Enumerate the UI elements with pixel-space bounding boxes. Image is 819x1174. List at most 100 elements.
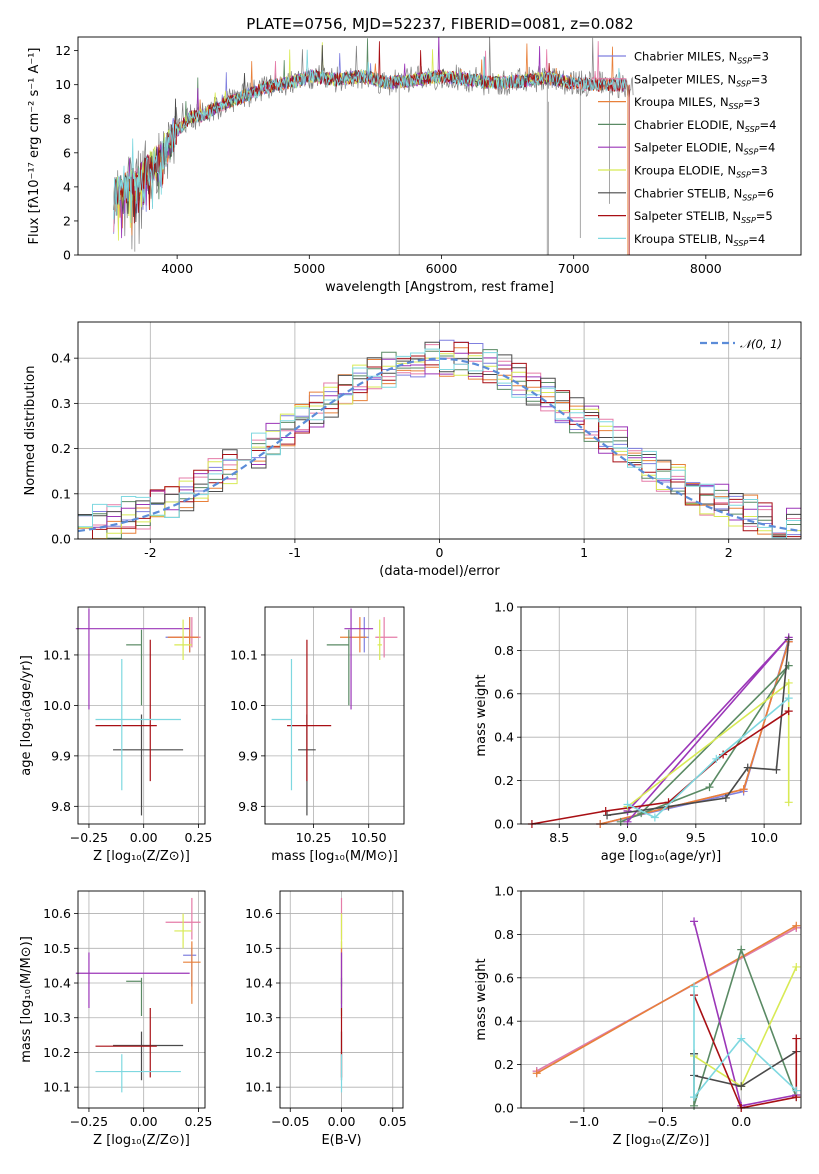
x-tick-label: 9.5	[686, 830, 706, 845]
weight-marker	[705, 783, 714, 792]
x-axis-label: (data-model)/error	[379, 564, 500, 579]
y-tick-label: 10.4	[245, 976, 273, 991]
weight-marker	[616, 817, 625, 826]
y-tick-label: 0.8	[494, 927, 514, 942]
legend-label-main: Salpeter STELIB, N	[634, 209, 741, 223]
y-tick-label: 0.4	[494, 730, 514, 745]
y-tick-label: 9.9	[238, 748, 258, 763]
y-tick-label: 0	[63, 248, 71, 263]
x-axis-label: Z [log₁₀(Z/Z⊙)]	[93, 1133, 190, 1148]
weight-marker	[792, 1034, 801, 1043]
weight-line	[536, 925, 797, 1074]
spectrum-plot	[113, 37, 634, 255]
legend-label: Kroupa ELODIE, NSSP=3	[634, 164, 768, 180]
x-tick-label: 2	[725, 545, 733, 560]
age_vs_mass-points	[271, 608, 398, 816]
legend-label: Chabrier MILES, NSSP=3	[634, 50, 769, 66]
x-axis-label: Z [log₁₀(Z/Z⊙)]	[93, 849, 190, 864]
x-tick-label: −0.05	[271, 1114, 309, 1129]
legend-label-sub: SSP	[736, 79, 751, 88]
gaussian-curve	[78, 357, 801, 533]
weight-marker	[532, 1069, 541, 1078]
legend-label: Kroupa STELIB, NSSP=4	[634, 232, 765, 248]
y-tick-label: 9.8	[51, 799, 71, 814]
x-axis-label: age [log₁₀(age/yr)]	[601, 849, 722, 864]
x-tick-label: −0.25	[70, 830, 108, 845]
legend-label: Kroupa MILES, NSSP=3	[634, 95, 760, 111]
y-tick-label: 10.1	[43, 1080, 71, 1095]
y-tick-label: 9.8	[238, 799, 258, 814]
x-tick-label: 0.00	[130, 830, 158, 845]
x-tick-label: 10.0	[750, 830, 778, 845]
legend-label-suffix: =3	[752, 50, 769, 64]
residual-histogram	[78, 341, 801, 539]
legend-label-suffix: =3	[751, 164, 768, 178]
age_vs_z-points	[75, 608, 201, 816]
weight-marker	[712, 754, 721, 763]
weight-line	[693, 986, 797, 1100]
x-tick-label: 6000	[426, 261, 458, 276]
legend-label-sub: SSP	[734, 239, 749, 248]
x-tick-label: 7000	[558, 261, 590, 276]
y-tick-label: 0.1	[51, 486, 71, 501]
y-tick-label: 0.2	[494, 773, 514, 788]
x-tick-label: 0.0	[731, 1114, 751, 1129]
legend-label: Salpeter STELIB, NSSP=5	[634, 209, 773, 225]
weight-marker	[739, 785, 748, 794]
residual-histogram	[78, 344, 801, 539]
y-tick-label: 0.4	[494, 1014, 514, 1029]
y-tick-label: 10.1	[43, 647, 71, 662]
x-tick-label: 0.25	[185, 830, 213, 845]
y-tick-label: 0.4	[51, 351, 71, 366]
y-tick-label: 10.0	[230, 698, 258, 713]
weight-line	[693, 966, 798, 1088]
y-tick-label: 1.0	[494, 600, 514, 615]
spectrum-line	[113, 37, 634, 255]
residual-histogram	[78, 352, 801, 539]
weight-marker	[784, 694, 793, 703]
x-axis-label: E(B-V)	[321, 1133, 361, 1148]
x-tick-label: 0.05	[379, 1114, 407, 1129]
legend-label: Salpeter MILES, NSSP=3	[634, 72, 768, 88]
x-tick-label: 1	[580, 545, 588, 560]
spectrum-frame	[77, 36, 802, 256]
age_vs_mass-frame	[264, 606, 405, 825]
weight-marker	[792, 962, 801, 971]
legend-label-suffix: =4	[748, 232, 765, 246]
gaussian-legend-label: 𝒩(0, 1)	[740, 337, 782, 351]
y-tick-label: 4	[63, 179, 71, 194]
y-tick-label: 1.0	[494, 884, 514, 899]
x-tick-label: 5000	[293, 261, 325, 276]
y-tick-label: 0.3	[51, 396, 71, 411]
weight-line	[693, 947, 798, 1107]
weight-marker	[784, 707, 793, 716]
y-tick-label: 0.6	[494, 970, 514, 985]
x-axis-label: mass [log₁₀(M/M⊙)]	[271, 849, 398, 864]
weight_vs_age-lines	[527, 633, 793, 828]
legend-label-suffix: =3	[751, 72, 768, 86]
weight-marker	[603, 811, 612, 820]
weight-marker	[737, 1082, 746, 1091]
x-axis-label: Z [log₁₀(Z/Z⊙)]	[613, 1133, 710, 1148]
x-tick-label: −0.5	[647, 1114, 677, 1129]
weight-marker	[743, 763, 752, 772]
legend-label-suffix: =4	[760, 118, 777, 132]
age_vs_mass-axes: 10.25 10.50 9.8 9.9 10.0 10.1 mass [log₁₀(M/M⊙…	[230, 607, 404, 864]
y-tick-label: 0.2	[51, 441, 71, 456]
y-tick-label: 10.2	[245, 1045, 273, 1060]
legend-label-main: Salpeter ELODIE, N	[634, 141, 744, 155]
legend-label-main: Chabrier STELIB, N	[634, 186, 742, 200]
y-tick-label: 8	[63, 111, 71, 126]
legend-label-sub: SSP	[742, 193, 757, 202]
spectrum-line	[113, 41, 630, 255]
weight-marker	[737, 945, 746, 954]
y-tick-label: 10.2	[43, 1045, 71, 1060]
residual-histogram	[78, 347, 801, 539]
residual-histogram	[78, 348, 801, 539]
residual-histogram	[78, 341, 801, 537]
y-axis-label: mass weight	[474, 958, 489, 1040]
legend-label-main: Kroupa STELIB, N	[634, 232, 734, 246]
mass_vs_z-axes: −0.25 0.00 0.25 10.1 10.2 10.3 10.4 10.5 10.6 Z […	[19, 891, 212, 1148]
y-tick-label: 0.8	[494, 643, 514, 658]
age_vs_z-axes: −0.25 0.00 0.25 9.8 9.9 10.0 10.1 Z [log₁₀(Z/Z⊙…	[19, 607, 212, 864]
